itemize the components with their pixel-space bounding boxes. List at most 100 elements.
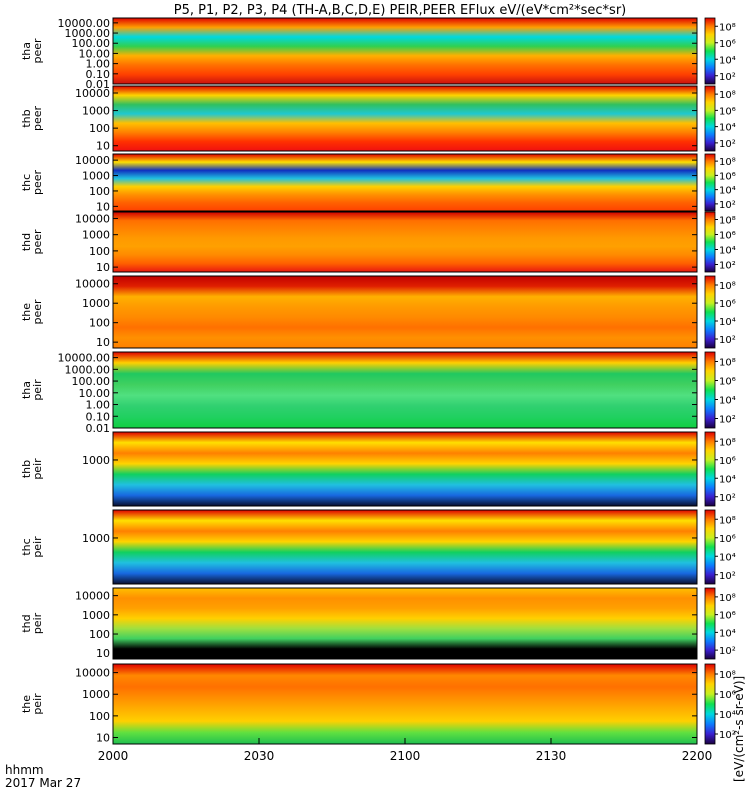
- colorbar-tick-label: 10²: [719, 415, 736, 426]
- time-axis: hhmm 2017 Mar 27 2000 2030 2100 2130 2200: [5, 738, 712, 790]
- panel-frame: [112, 431, 698, 507]
- colorbar-tick-label: 10⁴: [719, 396, 736, 407]
- panel-ylabel: thb: [20, 109, 33, 127]
- colorbar-tick-label: 10⁴: [719, 628, 736, 639]
- colorbar-tick-label: 10⁸: [719, 22, 736, 33]
- y-tick-label: 1000: [82, 609, 110, 622]
- x-tick-label: 2130: [536, 749, 567, 763]
- panel-spectrogram-fill: [113, 588, 697, 659]
- y-tick-label: 10.00: [79, 47, 111, 60]
- y-tick-label: 10000.00: [58, 352, 111, 365]
- panel-ylabel: thb: [20, 460, 33, 478]
- y-tick-label: 10: [96, 261, 110, 274]
- panel-frame: [112, 275, 698, 349]
- colorbar-tick-label: 10²: [719, 261, 736, 272]
- colorbar: [704, 211, 716, 273]
- y-tick-label: 100: [89, 185, 110, 198]
- panel-ylabel: peer: [31, 229, 44, 255]
- y-tick-label: 0.10: [86, 410, 111, 423]
- panel-ylabel: thd: [20, 233, 33, 251]
- panel-spectrogram-fill: [113, 664, 697, 744]
- y-tick-label: 1000: [82, 688, 110, 701]
- colorbar-tick-label: 10⁶: [719, 611, 736, 622]
- panel-frame: [112, 211, 698, 273]
- panel-ylabel: peer: [31, 170, 44, 196]
- panel-ylabel: tha: [20, 381, 33, 399]
- y-tick-label: 100.00: [72, 37, 111, 50]
- colorbar-tick-label: 10²: [719, 335, 736, 346]
- panel-ylabel: thc: [20, 538, 33, 555]
- colorbar: [704, 663, 716, 745]
- colorbar-tick-label: 10²: [719, 139, 736, 150]
- colorbar-tick-label: 10⁴: [719, 552, 736, 563]
- colorbar-tick-label: 10⁴: [719, 55, 736, 66]
- x-tick-label: 2030: [244, 749, 275, 763]
- y-tick-label: 1000: [82, 532, 110, 545]
- time-axis-label-hhmm: hhmm: [5, 763, 44, 777]
- panel-ylabel: the: [20, 695, 33, 713]
- colorbar-tick-label: 10⁸: [719, 437, 736, 448]
- panel-frame: [112, 85, 698, 152]
- colorbar-tick-label: 10²: [719, 571, 736, 582]
- y-tick-label: 10: [96, 731, 110, 744]
- colorbar-tick-label: 10²: [719, 200, 736, 211]
- panel-spectrogram-fill: [113, 86, 697, 151]
- panel-spectrogram-fill: [113, 212, 697, 272]
- colorbar: [704, 275, 716, 349]
- y-tick-label: 10000: [75, 278, 110, 291]
- panel-ylabel: thd: [20, 614, 33, 632]
- y-tick-label: 10000: [75, 87, 110, 100]
- panel-ylabel: peir: [31, 536, 44, 558]
- panel-ylabel: peir: [31, 458, 44, 480]
- y-tick-label: 1000: [82, 297, 110, 310]
- colorbar-unit-label-group: [eV/(cm²-s sr-eV)]: [732, 676, 746, 782]
- colorbar-tick-label: 10⁴: [719, 123, 736, 134]
- y-tick-label: 10000: [75, 212, 110, 225]
- colorbar-tick-label: 10⁸: [719, 515, 736, 526]
- panel-frame: [112, 509, 698, 585]
- y-tick-label: 1.00: [86, 399, 111, 412]
- y-tick-label: 1.00: [86, 58, 111, 71]
- x-tick-label: 2200: [682, 749, 713, 763]
- y-tick-label: 10000: [75, 667, 110, 680]
- colorbar-tick-label: 10⁸: [719, 216, 736, 227]
- colorbar-tick-label: 10⁶: [719, 690, 736, 701]
- panels-group: 10000.001000.00100.0010.001.000.100.01th…: [20, 17, 736, 745]
- colorbar-tick-label: 10⁴: [719, 317, 736, 328]
- x-tick-label: 2000: [98, 749, 129, 763]
- colorbar: [704, 587, 716, 660]
- y-tick-label: 100: [89, 317, 110, 330]
- colorbar-tick-label: 10⁸: [719, 157, 736, 168]
- figure-title: P5, P1, P2, P3, P4 (TH-A,B,C,D,E) PEIR,P…: [174, 3, 627, 18]
- colorbar-tick-label: 10²: [719, 646, 736, 657]
- panel-spectrogram-fill: [113, 276, 697, 348]
- y-tick-label: 100: [89, 122, 110, 135]
- panel-ylabel: the: [20, 303, 33, 321]
- panel-frame: [112, 17, 698, 85]
- colorbar-tick-label: 10²: [719, 72, 736, 83]
- colorbar-tick-label: 10⁶: [719, 106, 736, 117]
- colorbar-tick-label: 10⁸: [719, 670, 736, 681]
- panel-frame: [112, 587, 698, 660]
- panel-ylabel: tha: [20, 42, 33, 60]
- y-tick-label: 0.10: [86, 68, 111, 81]
- colorbar-tick-label: 10⁶: [719, 456, 736, 467]
- colorbar-tick-label: 10⁶: [719, 377, 736, 388]
- y-tick-label: 1000.00: [65, 27, 111, 40]
- colorbar: [704, 351, 716, 429]
- colorbar-tick-label: 10⁸: [719, 90, 736, 101]
- colorbar-tick-label: 10⁶: [719, 299, 736, 310]
- y-tick-label: 1000: [82, 229, 110, 242]
- y-tick-label: 1000: [82, 170, 110, 183]
- colorbar-tick-label: 10⁴: [719, 246, 736, 257]
- panel-spectrogram-fill: [113, 18, 697, 84]
